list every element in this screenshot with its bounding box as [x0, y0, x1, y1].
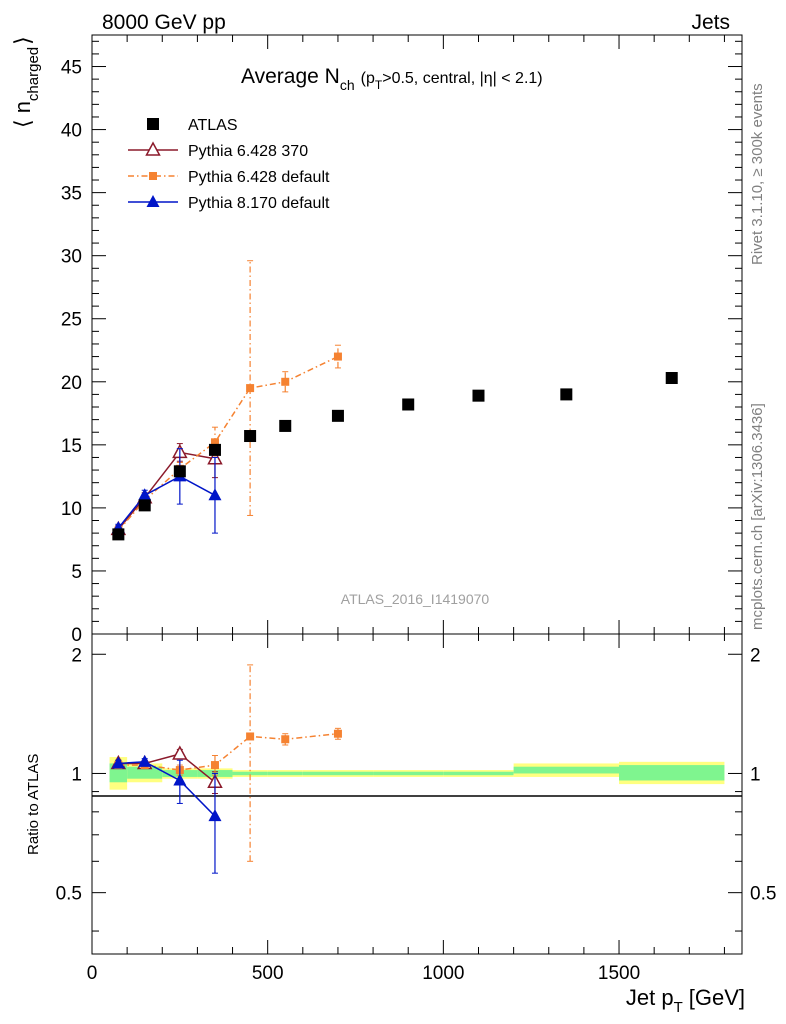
- ratio-tick-label-right-1: 1: [750, 764, 761, 785]
- legend-marker-2: [149, 172, 157, 180]
- y-tick-label-7: 35: [61, 184, 82, 205]
- analysis-watermark: ATLAS_2016_I1419070: [341, 591, 490, 607]
- series-line-3: [117, 475, 216, 529]
- band-inner-9: [513, 766, 620, 774]
- legend-label-0: ATLAS: [188, 117, 238, 134]
- ratio-tick-label-right-2: 2: [750, 645, 761, 666]
- ratio-point-3-1: [138, 754, 152, 767]
- ratio-point-2-6: [333, 729, 342, 738]
- band-inner-5: [267, 771, 303, 776]
- jets-label: Jets: [691, 11, 730, 34]
- ratio-panel-frame: [91, 633, 743, 955]
- series-line-2: [117, 355, 339, 532]
- legend: ATLAS Pythia 6.428 370 Pythia 6.428 defaul…: [128, 117, 330, 212]
- series-line-1: [117, 451, 216, 530]
- y-tick-label-3: 15: [61, 436, 82, 457]
- band-inner-4: [232, 771, 268, 776]
- x-tick-label-1: 500: [252, 963, 284, 984]
- axis-ticks: [91, 35, 742, 954]
- x-tick-label-3: 1500: [598, 963, 640, 984]
- data-point-0-8: [472, 389, 485, 402]
- ratio-point-1-2: [172, 745, 188, 760]
- y-tick-label-0: 0: [71, 625, 82, 646]
- legend-marker-3: [146, 195, 160, 207]
- data-point-3-3: [208, 488, 222, 501]
- data-point-0-4: [244, 430, 257, 443]
- main-series: [110, 260, 678, 541]
- data-point-0-3: [208, 443, 221, 456]
- band-inner-7: [373, 771, 444, 776]
- data-point-0-10: [665, 372, 678, 385]
- ratio-point-3-0: [111, 756, 125, 769]
- energy-label: 8000 GeV pp: [102, 11, 226, 34]
- legend-label-1: Pythia 6.428 370: [188, 143, 308, 160]
- band-inner-8: [443, 771, 514, 776]
- x-tick-label-0: 0: [87, 963, 98, 984]
- y-tick-label-2: 10: [61, 499, 82, 520]
- band-inner-6: [302, 771, 374, 776]
- data-point-3-1: [138, 488, 152, 501]
- data-point-0-7: [402, 398, 415, 411]
- ratio-point-2-5: [281, 735, 290, 744]
- y-axis-label: ⟨ ncharged⟩: [10, 36, 42, 128]
- ratio-point-2-3: [210, 761, 219, 770]
- data-point-2-6: [333, 352, 342, 361]
- data-point-0-5: [279, 419, 292, 432]
- ratio-point-2-4: [246, 732, 255, 741]
- ratio-uncertainty-bands: [109, 757, 725, 790]
- data-point-2-4: [246, 384, 255, 393]
- ratio-tick-label-right-0: 0.5: [750, 884, 776, 905]
- legend-label-3: Pythia 8.170 default: [188, 195, 330, 212]
- ratio-point-3-2: [173, 773, 187, 786]
- chart-title: Average Nch (pT>0.5, central, |η| < 2.1): [241, 65, 543, 93]
- y-tick-label-8: 40: [61, 121, 82, 142]
- band-inner-1: [127, 766, 163, 779]
- tick-labels: 0 500 1000 1500 0 5 10 15 20 25 30 35 40 45 0.5 0.5 1 1 2 2: [56, 58, 777, 984]
- ratio-y-axis-label: Ratio to ATLAS: [25, 754, 42, 855]
- legend-marker-0: [147, 118, 159, 130]
- ratio-point-3-3: [208, 809, 222, 822]
- ratio-tick-label-left-1: 1: [71, 764, 82, 785]
- legend-label-2: Pythia 6.428 default: [188, 169, 330, 186]
- ratio-series: [110, 664, 342, 874]
- ratio-tick-label-left-0: 0.5: [56, 884, 82, 905]
- y-tick-label-1: 5: [71, 562, 82, 583]
- x-tick-label-2: 1000: [422, 963, 464, 984]
- data-point-2-5: [281, 377, 290, 386]
- data-point-0-9: [560, 388, 573, 401]
- y-tick-label-5: 25: [61, 310, 82, 331]
- y-tick-label-9: 45: [61, 58, 82, 79]
- data-point-0-1: [138, 499, 151, 512]
- y-tick-label-6: 30: [61, 247, 82, 268]
- data-point-0-6: [331, 409, 344, 422]
- data-point-0-2: [173, 465, 186, 478]
- data-point-0-0: [112, 528, 125, 541]
- band-inner-10: [619, 765, 725, 781]
- data-point-2-3: [210, 438, 219, 447]
- rivet-label: Rivet 3.1.10, ≥ 300k events: [749, 83, 766, 265]
- ratio-tick-label-left-2: 2: [71, 645, 82, 666]
- ratio-line-3: [118, 761, 216, 817]
- ratio-line-1: [118, 753, 216, 783]
- x-axis-label: Jet pT [GeV]: [626, 985, 745, 1016]
- y-tick-label-4: 20: [61, 373, 82, 394]
- mcplots-label: mcplots.cern.ch [arXiv:1306.3436]: [749, 403, 766, 630]
- legend-marker-1: [145, 141, 161, 156]
